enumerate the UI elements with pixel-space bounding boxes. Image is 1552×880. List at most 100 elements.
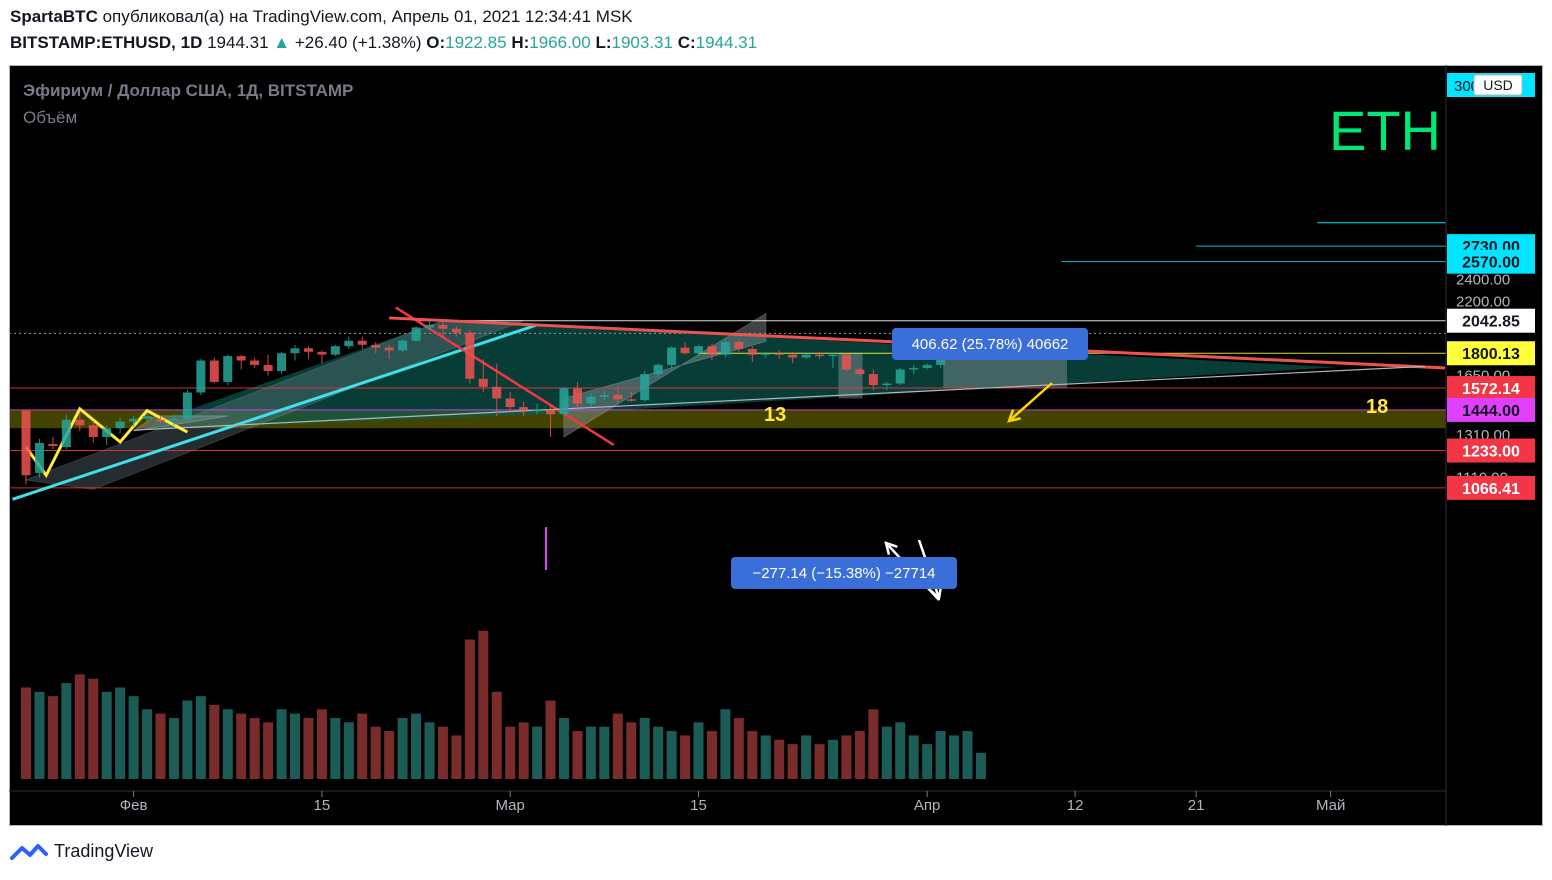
- volume-bar: [343, 722, 354, 779]
- price-level-label[interactable]: 1066.41: [1447, 475, 1535, 500]
- eth-watermark: ETH: [1329, 99, 1441, 162]
- candle-body: [129, 418, 139, 422]
- candle-body: [48, 443, 58, 446]
- candle-body: [922, 364, 932, 368]
- triangle-pattern: [147, 320, 1338, 430]
- candle: [61, 414, 71, 450]
- candle: [317, 350, 327, 364]
- price-level-label[interactable]: 1233.00: [1447, 438, 1535, 463]
- symbol-label: BITSTAMP:ETHUSD, 1D: [10, 33, 203, 52]
- volume-bar: [680, 735, 691, 779]
- candle-body: [680, 347, 690, 354]
- volume-bar: [975, 752, 986, 779]
- low-label: L:: [595, 33, 612, 52]
- author-name[interactable]: SpartaBTC: [10, 7, 98, 26]
- measure-down-label[interactable]: −277.14 (−15.38%) −27714: [731, 557, 957, 589]
- candle: [156, 415, 165, 424]
- candle-body: [75, 419, 85, 426]
- candle: [209, 357, 219, 384]
- candle-body: [841, 354, 851, 370]
- candle: [303, 346, 313, 360]
- chart-frame: [9, 65, 1543, 826]
- volume-bar: [639, 717, 650, 779]
- high-value: 1966.00: [529, 33, 591, 52]
- candle-body: [559, 388, 569, 415]
- triangle-bottom-line: [133, 365, 1425, 431]
- time-tick: 15: [690, 797, 707, 814]
- candle: [398, 339, 408, 352]
- candle: [694, 344, 703, 357]
- time-tick: 21: [1188, 797, 1205, 814]
- volume-bar: [222, 709, 233, 779]
- candle-body: [626, 399, 636, 401]
- candle: [236, 354, 246, 370]
- price-tick: 2400.00: [1456, 271, 1510, 288]
- candle: [680, 342, 690, 355]
- price-level-label-bg: [1447, 438, 1535, 463]
- time-tick: Мар: [496, 797, 525, 814]
- volume-bar: [357, 713, 368, 779]
- candle: [734, 339, 744, 352]
- volume-bar: [21, 687, 31, 779]
- volume-bar: [612, 713, 623, 779]
- candle-body: [290, 348, 300, 354]
- volume-bar: [370, 726, 381, 779]
- volume-bar: [437, 726, 448, 779]
- candle: [196, 359, 206, 396]
- tradingview-brand[interactable]: TradingView: [54, 840, 154, 861]
- candle-body: [868, 374, 878, 386]
- candle: [438, 321, 448, 337]
- volume-bar: [88, 678, 99, 779]
- candle-body: [532, 409, 542, 412]
- volume-bar: [236, 713, 247, 779]
- cyan-trendline: [12, 323, 538, 501]
- time-tick: Апр: [914, 797, 940, 814]
- volume-bar: [491, 691, 502, 779]
- close-value: 1944.31: [695, 33, 758, 52]
- measure-up-label-bg: [892, 328, 1088, 360]
- volume-bar: [828, 739, 838, 779]
- candle-body: [384, 347, 394, 351]
- candle-body: [801, 354, 811, 358]
- candle: [747, 346, 757, 362]
- volume-bar: [249, 717, 260, 779]
- price-level-label-bg: [1447, 376, 1535, 401]
- volume-bar: [774, 739, 785, 779]
- candle-body: [209, 360, 219, 382]
- price-level-label[interactable]: 2570.00: [1447, 249, 1535, 274]
- candle: [922, 363, 932, 370]
- last-price: 1944.31: [207, 33, 269, 52]
- candle: [75, 412, 85, 432]
- volume-bar: [626, 722, 637, 779]
- volume-bar: [585, 726, 596, 779]
- volume-bar: [505, 726, 516, 779]
- volume-bar: [478, 630, 489, 779]
- candle-body: [250, 360, 260, 365]
- candle-body: [156, 419, 165, 422]
- candle: [868, 369, 878, 391]
- price-level-label[interactable]: 1444.00: [1447, 397, 1535, 422]
- currency-badge-bg[interactable]: [1473, 74, 1523, 96]
- volume-bar: [814, 744, 825, 779]
- price-level-label[interactable]: 2042.85: [1447, 308, 1535, 333]
- price-level-label-text: 2042.85: [1462, 314, 1520, 331]
- volume-bar: [263, 722, 274, 779]
- currency-badge[interactable]: USD: [1483, 77, 1513, 93]
- price-level-label-bg: [1447, 341, 1535, 366]
- volume-bar: [34, 691, 45, 779]
- candle-body: [653, 364, 663, 375]
- top-price-label: 3000.00USD: [1447, 73, 1535, 97]
- measure-up-label[interactable]: 406.62 (25.78%) 40662: [892, 328, 1088, 360]
- candle-body: [895, 369, 905, 384]
- price-level-label[interactable]: 1572.14: [1447, 376, 1535, 401]
- candle: [559, 386, 569, 417]
- price-level-label-text: 1800.13: [1462, 346, 1520, 363]
- volume-bar: [316, 709, 327, 779]
- volume-bar: [182, 700, 193, 779]
- volume-bar: [733, 717, 744, 779]
- candle: [129, 416, 139, 428]
- volume-bar: [854, 731, 865, 779]
- price-level-label[interactable]: 1800.13: [1447, 341, 1535, 366]
- price-chart[interactable]: 406.62 (25.78%) 40662 −277.14 (−15.38%) −…: [9, 65, 1543, 826]
- close-label: C:: [677, 33, 696, 52]
